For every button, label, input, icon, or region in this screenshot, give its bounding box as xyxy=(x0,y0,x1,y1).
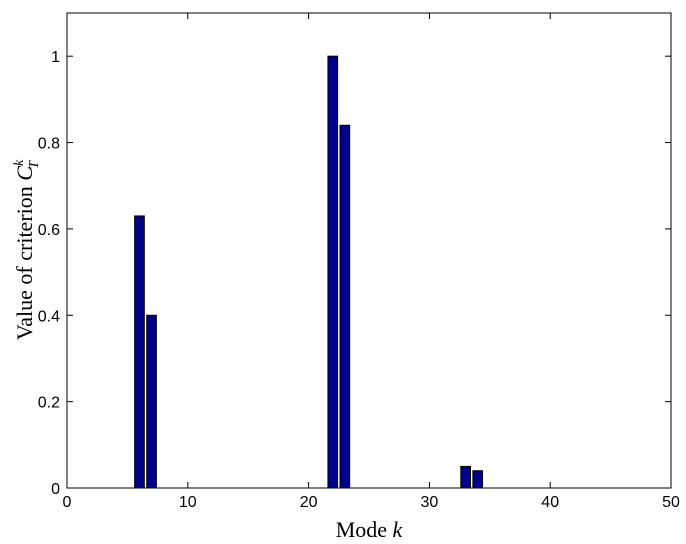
x-tick-label: 20 xyxy=(300,494,318,511)
y-axis-label: Value of criterion CkT xyxy=(12,159,42,340)
x-tick-label: 0 xyxy=(63,494,72,511)
ticks xyxy=(66,13,672,489)
bar-mode-33 xyxy=(460,465,471,489)
y-tick-label: 0.8 xyxy=(38,136,60,153)
bars xyxy=(134,55,484,489)
x-axis-label: Mode k xyxy=(336,517,404,542)
bar-mode-7 xyxy=(146,314,157,489)
bar-mode-23 xyxy=(339,124,351,489)
x-tick-label: 50 xyxy=(662,494,680,511)
y-tick-label: 0.4 xyxy=(38,308,60,325)
y-tick-label: 0 xyxy=(51,481,60,498)
bar-mode-34 xyxy=(472,470,484,489)
y-tick-label: 1 xyxy=(51,49,60,66)
plot-frame xyxy=(66,12,672,489)
x-tick-label: 10 xyxy=(179,494,197,511)
bar-mode-6 xyxy=(134,215,145,489)
bar-mode-22 xyxy=(327,55,339,489)
tick-labels: 0 10 20 30 40 50 0 0.2 0.4 0.6 0.8 1 xyxy=(38,49,680,511)
y-tick-label: 0.2 xyxy=(38,395,60,412)
x-tick-label: 30 xyxy=(421,494,439,511)
y-tick-label: 0.6 xyxy=(38,222,60,239)
x-tick-label: 40 xyxy=(541,494,559,511)
